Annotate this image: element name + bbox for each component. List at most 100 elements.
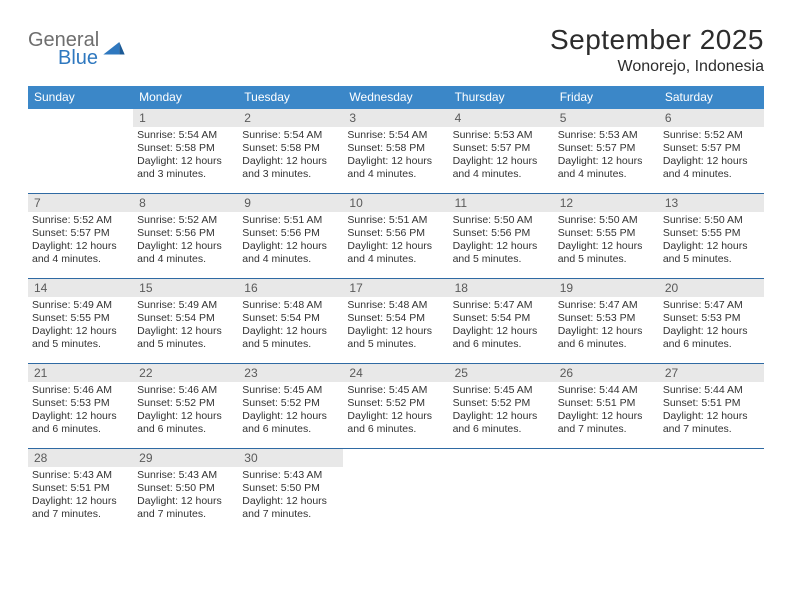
sunrise-line: Sunrise: 5:54 AM	[242, 129, 339, 142]
daylight-line: Daylight: 12 hours and 4 minutes.	[558, 155, 655, 181]
day-number: 1	[133, 109, 238, 127]
day-info: Sunrise: 5:51 AMSunset: 5:56 PMDaylight:…	[242, 214, 339, 267]
logo-triangle-icon	[103, 42, 125, 58]
calendar-empty	[659, 449, 764, 533]
day-number: 24	[343, 364, 448, 382]
calendar-day: 2 Sunrise: 5:54 AMSunset: 5:58 PMDaylight…	[238, 109, 343, 193]
logo-text-2: Blue	[28, 48, 99, 68]
sunrise-line: Sunrise: 5:53 AM	[558, 129, 655, 142]
daylight-line: Daylight: 12 hours and 5 minutes.	[32, 325, 129, 351]
sunrise-line: Sunrise: 5:45 AM	[242, 384, 339, 397]
day-info: Sunrise: 5:53 AMSunset: 5:57 PMDaylight:…	[453, 129, 550, 182]
day-info: Sunrise: 5:45 AMSunset: 5:52 PMDaylight:…	[347, 384, 444, 437]
sunrise-line: Sunrise: 5:52 AM	[137, 214, 234, 227]
daylight-line: Daylight: 12 hours and 7 minutes.	[137, 495, 234, 521]
sunrise-line: Sunrise: 5:50 AM	[663, 214, 760, 227]
day-of-week-header: SundayMondayTuesdayWednesdayThursdayFrid…	[28, 86, 764, 109]
day-number: 19	[554, 279, 659, 297]
day-info: Sunrise: 5:44 AMSunset: 5:51 PMDaylight:…	[558, 384, 655, 437]
sunrise-line: Sunrise: 5:48 AM	[242, 299, 339, 312]
sunset-line: Sunset: 5:57 PM	[558, 142, 655, 155]
day-number: 18	[449, 279, 554, 297]
calendar-day: 25Sunrise: 5:45 AMSunset: 5:52 PMDayligh…	[449, 364, 554, 448]
day-number	[343, 449, 448, 467]
day-info: Sunrise: 5:46 AMSunset: 5:52 PMDaylight:…	[137, 384, 234, 437]
sunset-line: Sunset: 5:52 PM	[242, 397, 339, 410]
sunrise-line: Sunrise: 5:51 AM	[347, 214, 444, 227]
calendar-empty	[28, 109, 133, 193]
sunrise-line: Sunrise: 5:52 AM	[32, 214, 129, 227]
daylight-line: Daylight: 12 hours and 6 minutes.	[32, 410, 129, 436]
sunrise-line: Sunrise: 5:51 AM	[242, 214, 339, 227]
daylight-line: Daylight: 12 hours and 5 minutes.	[663, 240, 760, 266]
day-number: 2	[238, 109, 343, 127]
calendar-day: 1 Sunrise: 5:54 AMSunset: 5:58 PMDaylight…	[133, 109, 238, 193]
title-block: September 2025 Wonorejo, Indonesia	[550, 24, 764, 76]
day-info: Sunrise: 5:47 AMSunset: 5:54 PMDaylight:…	[453, 299, 550, 352]
day-number: 15	[133, 279, 238, 297]
calendar-day: 7Sunrise: 5:52 AMSunset: 5:57 PMDaylight…	[28, 194, 133, 278]
daylight-line: Daylight: 12 hours and 5 minutes.	[137, 325, 234, 351]
sunrise-line: Sunrise: 5:53 AM	[453, 129, 550, 142]
day-info: Sunrise: 5:51 AMSunset: 5:56 PMDaylight:…	[347, 214, 444, 267]
sunset-line: Sunset: 5:52 PM	[347, 397, 444, 410]
sunset-line: Sunset: 5:51 PM	[32, 482, 129, 495]
day-number: 27	[659, 364, 764, 382]
day-info: Sunrise: 5:45 AMSunset: 5:52 PMDaylight:…	[242, 384, 339, 437]
day-number	[449, 449, 554, 467]
sunrise-line: Sunrise: 5:45 AM	[347, 384, 444, 397]
day-info: Sunrise: 5:54 AMSunset: 5:58 PMDaylight:…	[347, 129, 444, 182]
calendar-day: 3 Sunrise: 5:54 AMSunset: 5:58 PMDaylight…	[343, 109, 448, 193]
day-info: Sunrise: 5:49 AMSunset: 5:54 PMDaylight:…	[137, 299, 234, 352]
sunset-line: Sunset: 5:54 PM	[137, 312, 234, 325]
day-number: 3	[343, 109, 448, 127]
dow-label: Friday	[554, 86, 659, 109]
calendar-day: 9Sunrise: 5:51 AMSunset: 5:56 PMDaylight…	[238, 194, 343, 278]
day-number: 26	[554, 364, 659, 382]
daylight-line: Daylight: 12 hours and 4 minutes.	[137, 240, 234, 266]
sunset-line: Sunset: 5:58 PM	[242, 142, 339, 155]
day-number: 11	[449, 194, 554, 212]
daylight-line: Daylight: 12 hours and 5 minutes.	[347, 325, 444, 351]
sunset-line: Sunset: 5:55 PM	[32, 312, 129, 325]
sunset-line: Sunset: 5:57 PM	[32, 227, 129, 240]
dow-label: Thursday	[449, 86, 554, 109]
day-info: Sunrise: 5:54 AMSunset: 5:58 PMDaylight:…	[242, 129, 339, 182]
day-number: 25	[449, 364, 554, 382]
sunset-line: Sunset: 5:53 PM	[32, 397, 129, 410]
calendar-day: 8Sunrise: 5:52 AMSunset: 5:56 PMDaylight…	[133, 194, 238, 278]
calendar-week: 21Sunrise: 5:46 AMSunset: 5:53 PMDayligh…	[28, 363, 764, 448]
day-info: Sunrise: 5:43 AMSunset: 5:50 PMDaylight:…	[242, 469, 339, 522]
day-info: Sunrise: 5:52 AMSunset: 5:57 PMDaylight:…	[32, 214, 129, 267]
calendar-week: 14Sunrise: 5:49 AMSunset: 5:55 PMDayligh…	[28, 278, 764, 363]
day-info: Sunrise: 5:54 AMSunset: 5:58 PMDaylight:…	[137, 129, 234, 182]
sunset-line: Sunset: 5:58 PM	[347, 142, 444, 155]
sunset-line: Sunset: 5:55 PM	[663, 227, 760, 240]
calendar-day: 4 Sunrise: 5:53 AMSunset: 5:57 PMDaylight…	[449, 109, 554, 193]
day-info: Sunrise: 5:53 AMSunset: 5:57 PMDaylight:…	[558, 129, 655, 182]
sunset-line: Sunset: 5:57 PM	[453, 142, 550, 155]
calendar-day: 24 Sunrise: 5:45 AMSunset: 5:52 PMDayligh…	[343, 364, 448, 448]
calendar-day: 20Sunrise: 5:47 AMSunset: 5:53 PMDayligh…	[659, 279, 764, 363]
logo: General Blue	[28, 24, 125, 68]
sunrise-line: Sunrise: 5:48 AM	[347, 299, 444, 312]
day-number: 16	[238, 279, 343, 297]
day-number	[659, 449, 764, 467]
calendar-day: 26 Sunrise: 5:44 AMSunset: 5:51 PMDayligh…	[554, 364, 659, 448]
day-number: 30	[238, 449, 343, 467]
calendar-empty	[343, 449, 448, 533]
daylight-line: Daylight: 12 hours and 3 minutes.	[242, 155, 339, 181]
day-info: Sunrise: 5:43 AMSunset: 5:50 PMDaylight:…	[137, 469, 234, 522]
day-info: Sunrise: 5:52 AMSunset: 5:57 PMDaylight:…	[663, 129, 760, 182]
dow-label: Sunday	[28, 86, 133, 109]
daylight-line: Daylight: 12 hours and 4 minutes.	[242, 240, 339, 266]
header: General Blue September 2025 Wonorejo, In…	[28, 24, 764, 76]
dow-label: Wednesday	[343, 86, 448, 109]
day-number: 17	[343, 279, 448, 297]
daylight-line: Daylight: 12 hours and 6 minutes.	[453, 410, 550, 436]
sunrise-line: Sunrise: 5:44 AM	[558, 384, 655, 397]
sunrise-line: Sunrise: 5:47 AM	[663, 299, 760, 312]
sunrise-line: Sunrise: 5:43 AM	[32, 469, 129, 482]
day-number: 4	[449, 109, 554, 127]
sunset-line: Sunset: 5:50 PM	[242, 482, 339, 495]
